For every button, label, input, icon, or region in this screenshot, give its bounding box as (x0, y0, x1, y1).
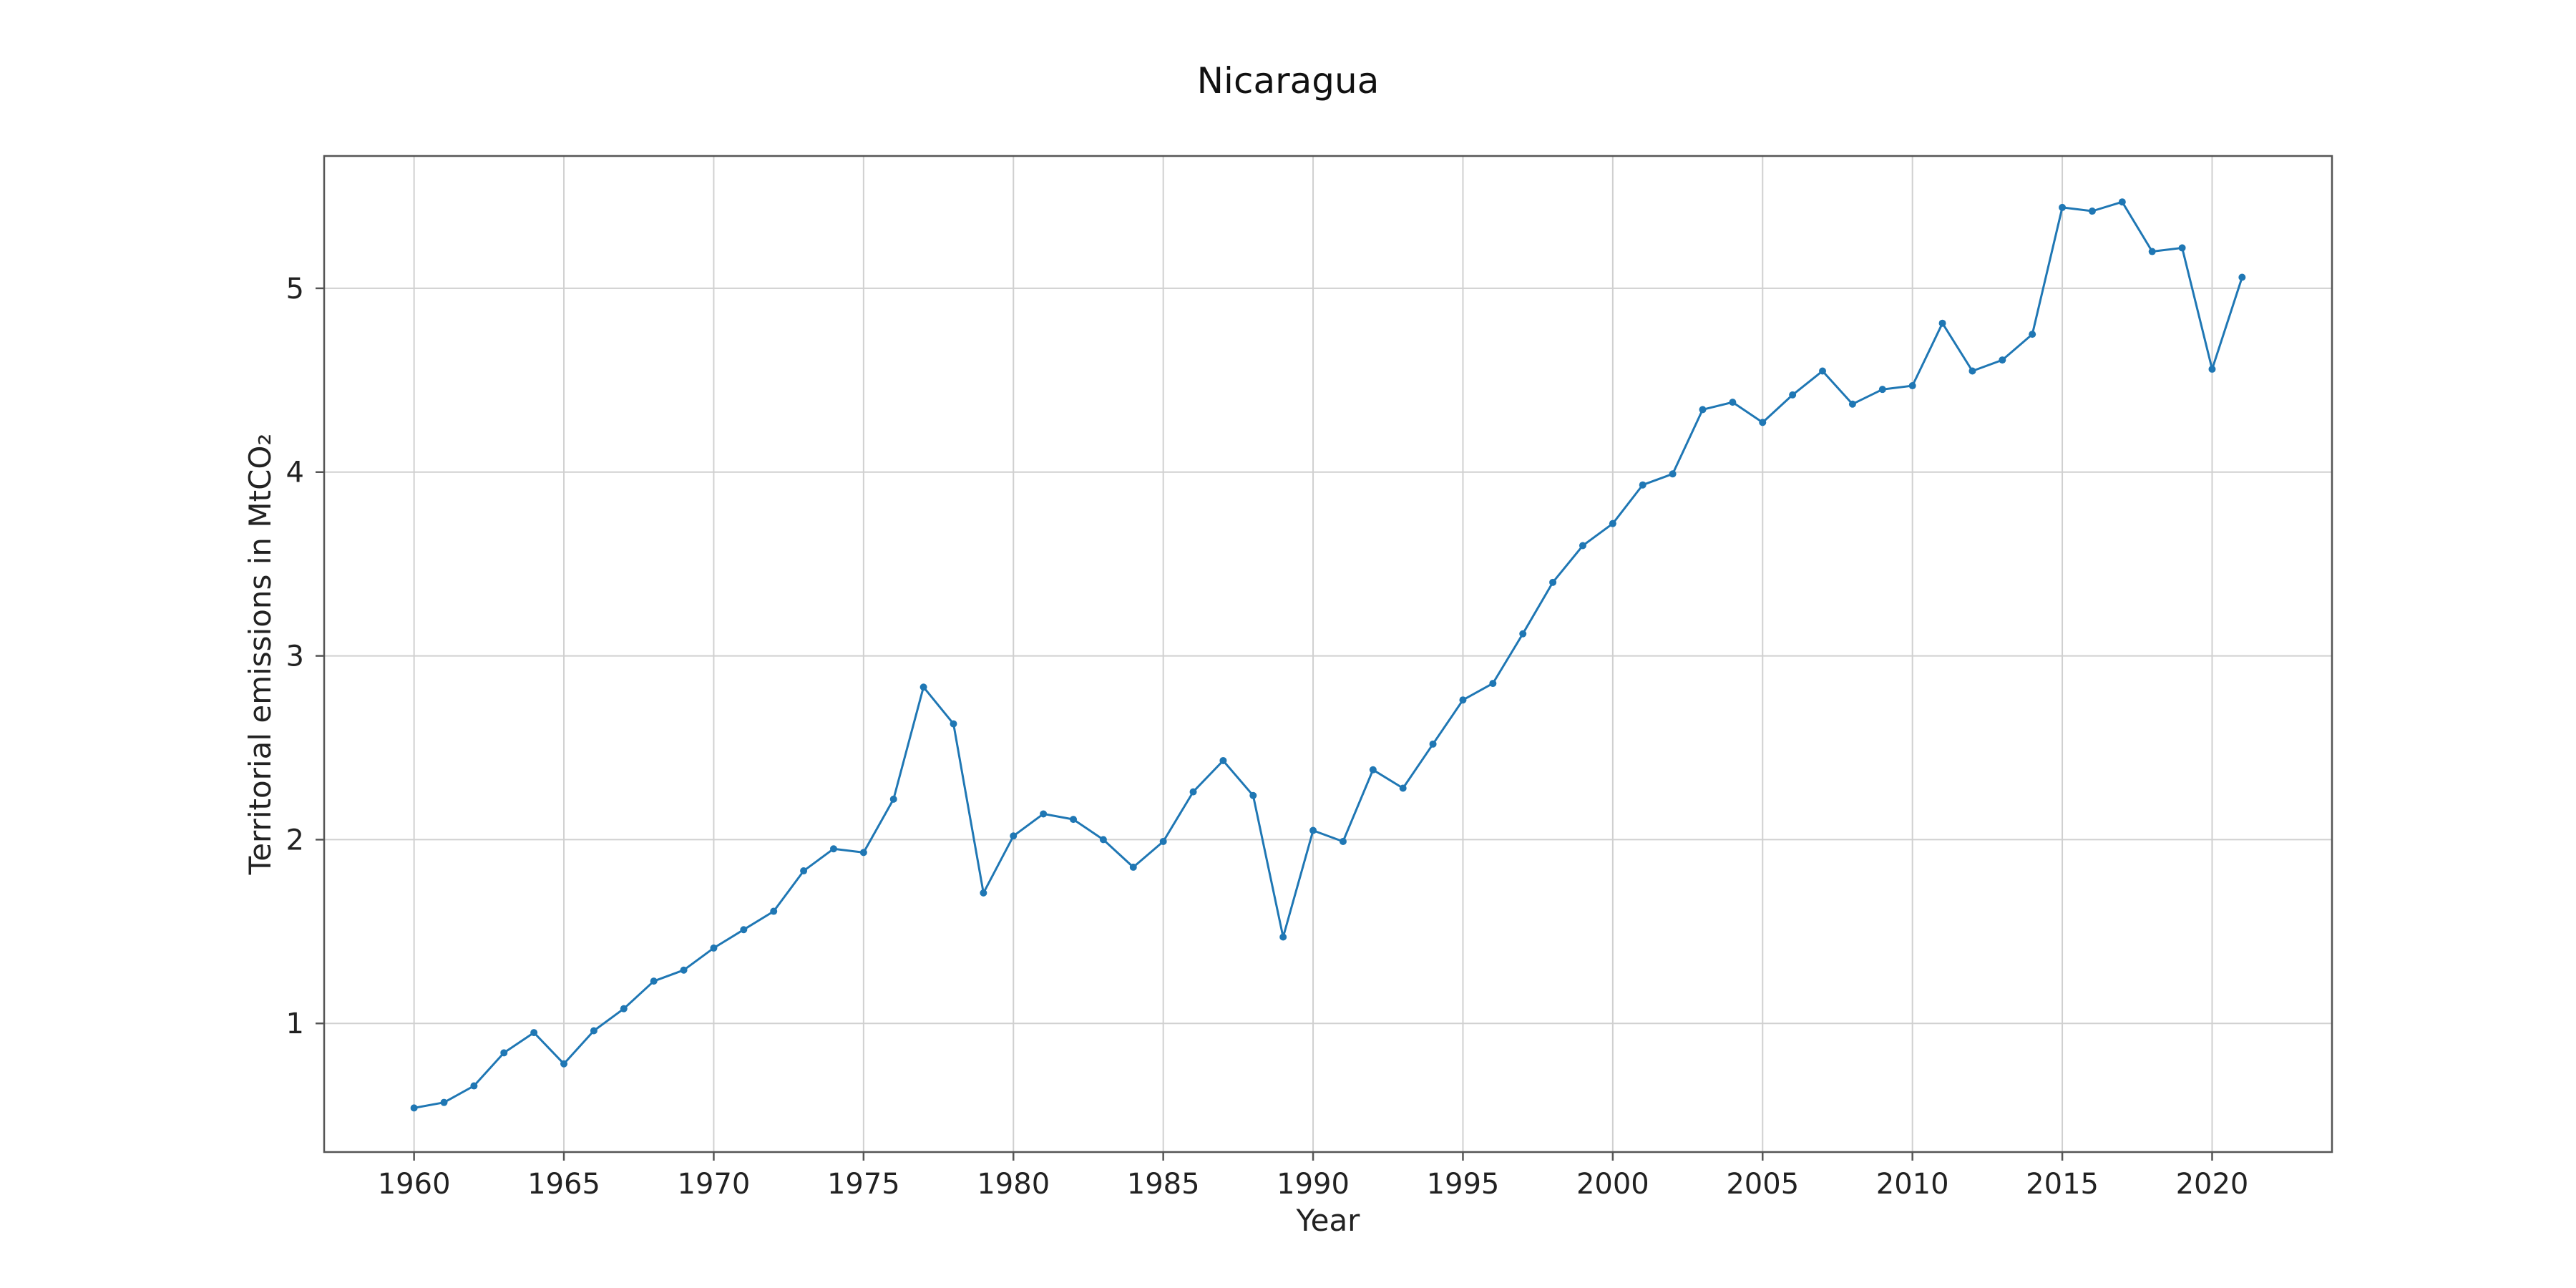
data-point (859, 849, 867, 857)
data-point (680, 966, 688, 974)
data-point (740, 926, 748, 934)
data-point (1699, 406, 1707, 414)
data-point (2178, 244, 2186, 252)
data-point (1579, 542, 1586, 550)
data-point (1399, 784, 1407, 792)
data-point (829, 845, 837, 853)
data-point (1189, 788, 1197, 796)
data-point (2029, 331, 2036, 338)
data-point (1429, 740, 1437, 748)
data-point (919, 683, 927, 691)
data-point (1309, 826, 1317, 834)
data-point (2118, 198, 2126, 206)
data-point (1279, 933, 1287, 941)
data-point (1159, 837, 1167, 845)
chart-title: Nicaragua (1197, 60, 1380, 102)
x-tick-label: 2000 (1576, 1168, 1649, 1201)
x-tick-label: 1980 (977, 1168, 1050, 1201)
grid-layer (324, 156, 2332, 1152)
data-point (1099, 836, 1107, 844)
x-tick-label: 2005 (1726, 1168, 1799, 1201)
data-point (590, 1027, 597, 1035)
data-point (2088, 208, 2096, 215)
x-tick-label: 1970 (678, 1168, 751, 1201)
data-point (1070, 816, 1078, 824)
tick-layer: 1960 1965 1970 1975 1980 1985 1990 1995 2000 2005… (286, 273, 2249, 1201)
data-point (1040, 810, 1048, 818)
data-point (1729, 399, 1737, 406)
data-point (1878, 386, 1886, 394)
data-point (1549, 578, 1557, 586)
data-point (1999, 356, 2006, 364)
x-tick-label: 2020 (2176, 1168, 2249, 1201)
data-point (710, 944, 718, 952)
data-point (1968, 367, 1976, 375)
x-tick-label: 2010 (1876, 1168, 1949, 1201)
x-tick-label: 1965 (527, 1168, 600, 1201)
data-point (1669, 470, 1677, 478)
data-point (1519, 630, 1527, 638)
data-point (1609, 519, 1616, 527)
data-point (2238, 273, 2246, 281)
data-point (560, 1060, 568, 1068)
plot-frame (323, 155, 2333, 1153)
data-point (500, 1049, 508, 1057)
data-point (1848, 400, 1856, 408)
y-axis-title: Territorial emissions in MtCO₂ (243, 434, 278, 876)
data-point (1219, 756, 1227, 764)
data-point (1129, 863, 1137, 871)
data-point (980, 889, 987, 897)
data-point (1489, 680, 1497, 688)
data-point (470, 1082, 478, 1090)
data-point (620, 1005, 628, 1013)
x-tick-label: 1975 (827, 1168, 900, 1201)
data-point (1459, 696, 1467, 704)
data-point (1908, 382, 1916, 390)
x-tick-label: 1960 (378, 1168, 451, 1201)
y-tick-label: 5 (286, 273, 304, 306)
data-point (1010, 832, 1018, 840)
data-point (1789, 391, 1797, 399)
data-point (1819, 367, 1827, 375)
x-tick-label: 1995 (1427, 1168, 1500, 1201)
data-point (440, 1098, 448, 1106)
plot-area (410, 198, 2246, 1112)
x-axis-title: Year (1296, 1203, 1361, 1238)
data-point (770, 907, 778, 915)
data-point (1938, 319, 1946, 327)
data-point (2059, 203, 2067, 211)
data-point (1369, 766, 1377, 774)
data-point (410, 1104, 418, 1112)
data-point (1639, 481, 1646, 489)
data-point (950, 720, 957, 728)
x-tick-label: 1985 (1127, 1168, 1200, 1201)
data-point (1249, 791, 1257, 799)
data-point (889, 795, 897, 803)
data-point (2148, 248, 2156, 255)
data-point (800, 867, 808, 875)
series-line (414, 200, 2243, 1109)
data-point (650, 977, 658, 985)
y-tick-label: 2 (286, 824, 304, 857)
x-tick-label: 1990 (1277, 1168, 1350, 1201)
data-point (1339, 837, 1347, 845)
data-point (2208, 365, 2216, 373)
data-point (530, 1029, 538, 1037)
data-point (1759, 419, 1767, 426)
y-tick-label: 4 (286, 457, 304, 489)
y-tick-label: 3 (286, 640, 304, 673)
y-tick-label: 1 (286, 1008, 304, 1040)
x-tick-label: 2015 (2026, 1168, 2099, 1201)
